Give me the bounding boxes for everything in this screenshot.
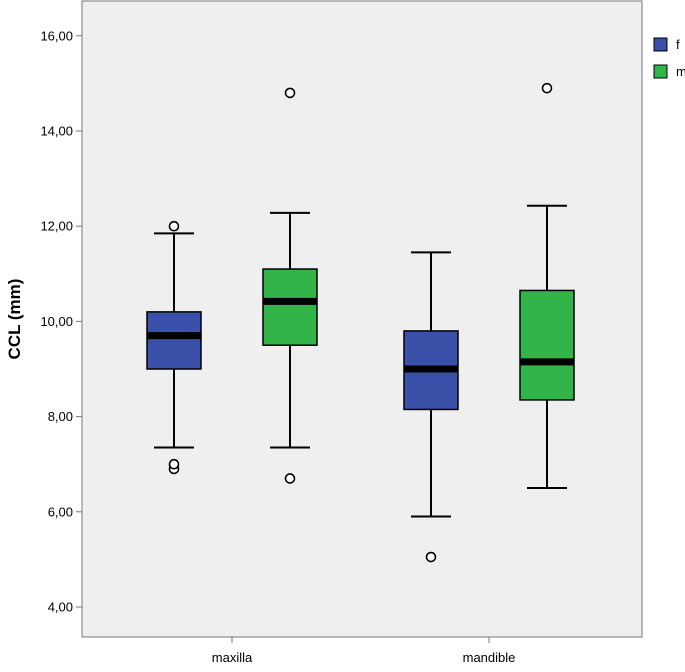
box-m-mandible [519, 82, 575, 489]
y-axis: 4,00 6,00 8,00 10,00 12,00 14,00 16,00 [40, 28, 82, 615]
y-tick-label: 14,00 [40, 124, 73, 139]
outlier-point [284, 87, 296, 99]
y-tick-label: 16,00 [40, 28, 73, 43]
legend: fm [653, 37, 685, 79]
legend-label-f: f [676, 37, 680, 52]
y-tick-label: 12,00 [40, 219, 73, 234]
outlier-point [541, 82, 553, 94]
legend-swatch-f [653, 37, 668, 52]
y-axis-title: CCL (mm) [5, 279, 24, 360]
y-tick-label: 10,00 [40, 314, 73, 329]
box-m-maxilla [262, 87, 318, 484]
x-axis: maxilla mandible [212, 637, 516, 665]
y-tick-label: 6,00 [48, 504, 73, 519]
x-tick-label: mandible [463, 650, 516, 665]
box-iqr [146, 311, 202, 370]
box-f-maxilla [146, 220, 202, 475]
x-tick-label: maxilla [212, 650, 253, 665]
box-iqr [262, 268, 318, 346]
outlier-point [168, 220, 180, 232]
legend-label-m: m [676, 64, 685, 79]
box-f-mandible [403, 251, 459, 563]
outlier-point [284, 473, 296, 484]
boxes [146, 82, 575, 563]
legend-swatch-m [653, 64, 668, 79]
outlier-point [168, 458, 180, 470]
y-tick-label: 4,00 [48, 600, 73, 615]
y-tick-label: 8,00 [48, 409, 73, 424]
box-iqr [519, 289, 575, 401]
outlier-point [425, 551, 437, 563]
